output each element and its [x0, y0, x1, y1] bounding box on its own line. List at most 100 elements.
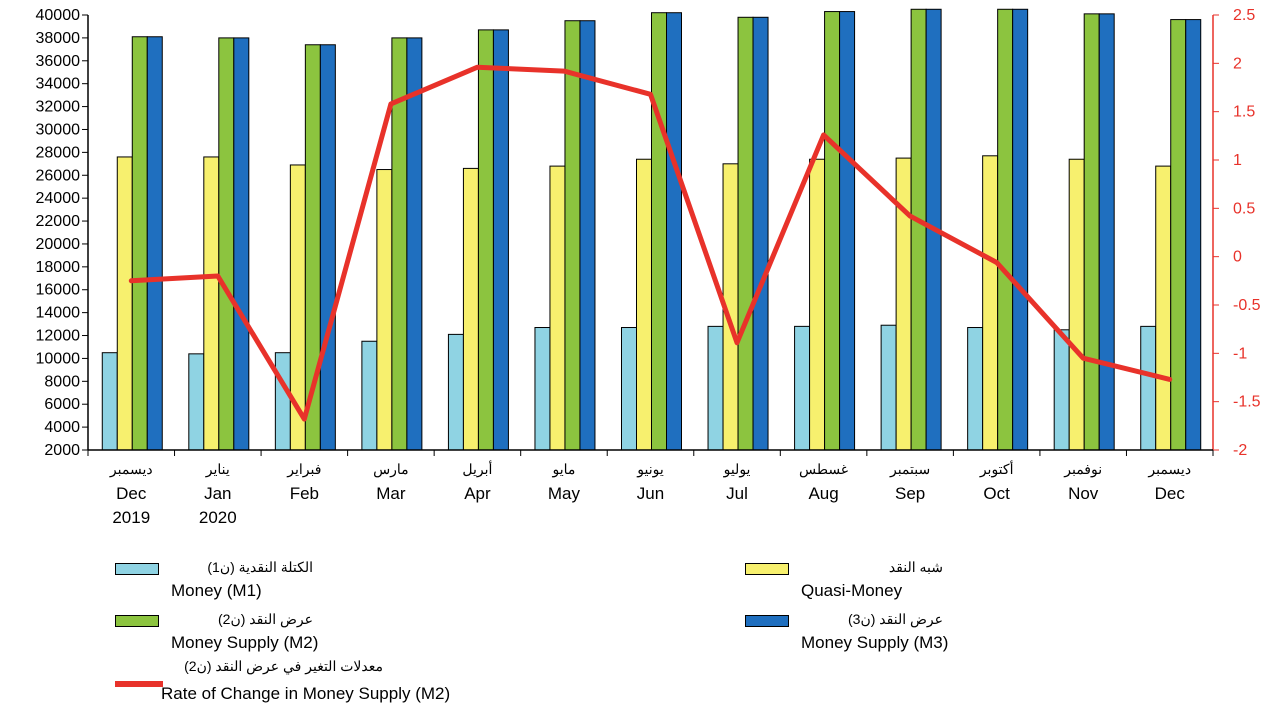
bar-m1-11	[1053, 329, 1070, 451]
category-label-en-4: Apr	[464, 484, 491, 503]
legend-label-en-m1: Money (M1)	[171, 581, 262, 600]
y-left-tick-label: 6000	[44, 396, 80, 413]
bar-m1-12	[1140, 325, 1157, 451]
y-right-tick-label: 2.5	[1233, 7, 1255, 24]
y-right-tick-label: 1	[1233, 152, 1242, 169]
y-left-tick-label: 2000	[44, 442, 80, 459]
bar-m1-10	[967, 327, 984, 451]
category-label-ar-7: يوليو	[723, 461, 751, 478]
legend-swatch-m1	[115, 563, 159, 575]
category-label-en-11: Nov	[1068, 484, 1099, 503]
category-label-en-5: May	[548, 484, 581, 503]
y-left-tick-label: 22000	[36, 213, 81, 230]
bar-m2-0	[131, 36, 148, 451]
legend-label-ar-quasi: شبه النقد	[888, 559, 943, 575]
category-label-en-8: Aug	[808, 484, 838, 503]
bar-m2-10	[997, 8, 1014, 451]
legend-label-ar-rate: معدلات التغير في عرض النقد (ن2)	[184, 658, 383, 674]
category-label-ar-11: نوفمبر	[1063, 461, 1102, 478]
bar-m2-11	[1083, 13, 1100, 451]
bar-quasi-4	[462, 167, 479, 451]
bar-quasi-0	[116, 156, 133, 451]
bars-group	[101, 8, 1202, 451]
bar-m2-6	[651, 12, 667, 451]
bar-m3-7	[752, 16, 769, 451]
y-left-tick-label: 12000	[36, 328, 81, 345]
category-label-ar-4: أبريل	[462, 459, 492, 478]
bar-m1-7	[707, 325, 724, 451]
bar-m2-9	[910, 8, 927, 451]
category-label-en-7: Jul	[726, 484, 748, 503]
category-label-ar-12: ديسمبر	[1147, 461, 1191, 478]
legend-swatch-m3	[745, 615, 789, 627]
bar-quasi-3	[376, 169, 393, 451]
bar-m1-5	[534, 327, 551, 451]
category-label-en-3: Mar	[376, 484, 406, 503]
y-right-tick-label: 2	[1233, 55, 1242, 72]
bar-m1-9	[880, 324, 897, 451]
bar-m1-8	[794, 325, 811, 451]
bar-m3-10	[1012, 8, 1029, 451]
bar-m3-4	[492, 29, 509, 451]
y-left-tick-label: 20000	[36, 236, 81, 253]
legend-label-en-m2: Money Supply (M2)	[171, 633, 319, 652]
y-left-tick-label: 10000	[36, 350, 81, 367]
bar-m2-8	[824, 11, 841, 451]
bar-m2-5	[564, 20, 581, 451]
bar-m1-3	[361, 340, 378, 451]
y-left-tick-label: 4000	[44, 419, 80, 436]
legend-label-ar-m3: عرض النقد (ن3)	[847, 611, 943, 627]
bar-m1-4	[447, 333, 464, 451]
y-left-tick-label: 30000	[36, 121, 81, 138]
y-left-tick-label: 34000	[36, 76, 81, 93]
bar-quasi-5	[549, 165, 566, 451]
category-label-en-6: Jun	[637, 484, 664, 503]
category-label-en-12: Dec	[1155, 484, 1186, 503]
legend-label-en-m3: Money Supply (M3)	[801, 633, 949, 652]
category-label-ar-0: ديسمبر	[109, 461, 153, 478]
legend-label-en-rate: Rate of Change in Money Supply (M2)	[161, 684, 451, 703]
bar-m2-4	[477, 29, 494, 451]
category-label-ar-8: غسطس	[799, 461, 848, 478]
y-right-tick-label: -1	[1233, 345, 1247, 362]
y-right-tick-label: -1.5	[1233, 394, 1261, 411]
category-label-year-0: 2019	[112, 508, 150, 527]
bar-m3-0	[146, 36, 163, 451]
y-left-tick-label: 8000	[44, 373, 80, 390]
y-left-tick-label: 40000	[36, 7, 81, 24]
bar-quasi-8	[809, 158, 826, 451]
category-label-ar-10: أكتوبر	[979, 459, 1014, 478]
bar-m3-8	[839, 11, 856, 451]
category-label-ar-1: يناير	[205, 461, 230, 478]
category-label-en-1: Jan	[204, 484, 231, 503]
y-left-tick-label: 32000	[36, 99, 81, 116]
legend-label-en-quasi: Quasi-Money	[801, 581, 903, 600]
bar-m3-2	[319, 44, 336, 451]
bar-m1-6	[621, 327, 637, 451]
bar-m3-11	[1098, 13, 1115, 451]
bar-m1-2	[274, 352, 291, 451]
legend-swatch-m2	[115, 615, 159, 627]
category-label-year-1: 2020	[199, 508, 237, 527]
bar-quasi-6	[636, 158, 652, 451]
y-right-tick-label: 0	[1233, 249, 1242, 266]
category-label-ar-9: سبتمبر	[889, 461, 930, 478]
y-left-tick-label: 28000	[36, 144, 81, 161]
y-left-tick-label: 36000	[36, 53, 81, 70]
bar-quasi-11	[1068, 158, 1085, 451]
bar-m3-5	[579, 20, 596, 451]
y-left-tick-label: 26000	[36, 167, 81, 184]
rate-line-group	[128, 64, 1173, 422]
y-right-tick-label: -0.5	[1233, 297, 1261, 314]
y-right-tick-label: 0.5	[1233, 200, 1255, 217]
legend-label-ar-m1: الكتلة النقدية (ن1)	[207, 559, 313, 575]
category-label-ar-2: فبراير	[286, 461, 321, 478]
y-left-tick-label: 38000	[36, 30, 81, 47]
category-label-en-2: Feb	[290, 484, 319, 503]
y-left-tick-label: 24000	[36, 190, 81, 207]
bar-m1-1	[188, 353, 205, 451]
bar-m3-1	[233, 37, 250, 451]
y-right-tick-label: -2	[1233, 442, 1247, 459]
y-right-tick-label: 1.5	[1233, 104, 1255, 121]
